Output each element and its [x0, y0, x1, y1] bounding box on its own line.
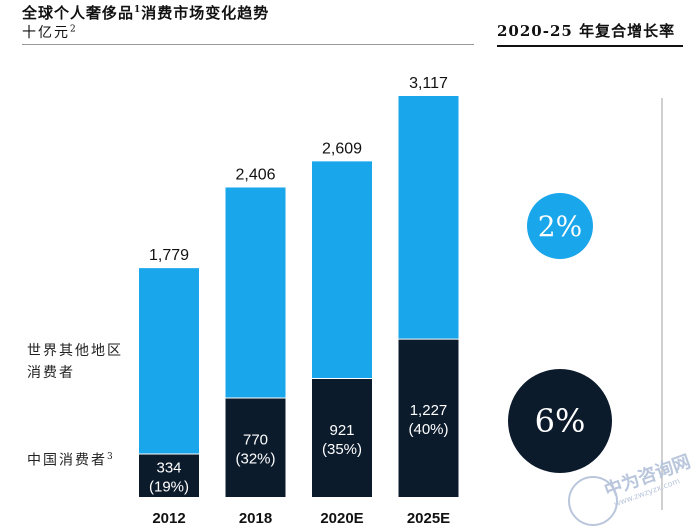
- unit-label: 十亿元2: [22, 24, 78, 41]
- cagr-divider: [497, 45, 683, 47]
- china-share-label: (32%): [235, 450, 275, 467]
- total-label: 2,609: [322, 140, 362, 157]
- x-tick-label: 2025E: [407, 510, 450, 527]
- total-label: 3,117: [409, 75, 448, 92]
- china-value-label: 770: [243, 431, 268, 448]
- cagr-title: 2020-25 年复合增长率: [497, 22, 676, 40]
- cagr-china-badge: 6%: [508, 369, 612, 473]
- bar-rest-of-world: [139, 268, 199, 455]
- china-share-label: (40%): [408, 421, 448, 438]
- cagr-separator-line: [661, 98, 663, 510]
- china-value-label: 1,227: [410, 402, 448, 419]
- total-label: 2,406: [235, 166, 275, 183]
- bar-rest-of-world: [312, 161, 372, 379]
- bar-rest-of-world: [398, 96, 459, 340]
- bar-rest-of-world: [225, 187, 286, 398]
- bar-china: [225, 397, 286, 497]
- x-tick-label: 2012: [152, 510, 185, 527]
- x-tick-label: 2020E: [320, 510, 363, 527]
- total-label: 1,779: [149, 247, 189, 264]
- cagr-rest-of-world-badge: 2%: [527, 193, 593, 259]
- bar-china: [139, 454, 199, 497]
- legend-china: 中国消费者3: [27, 452, 115, 469]
- bar-china: [398, 339, 459, 497]
- x-tick-label: 2018: [239, 510, 272, 527]
- chart-title: 全球个人奢侈品1消费市场变化趋势: [22, 4, 270, 22]
- bar-china: [312, 378, 372, 497]
- title-divider: [22, 44, 474, 45]
- china-value-label: 921: [329, 422, 354, 439]
- legend-rest-of-world: 世界其他地区消费者: [27, 343, 123, 381]
- watermark-logo: 中为咨询网 www.zwzyzx.com: [566, 451, 694, 531]
- china-share-label: (19%): [149, 479, 189, 496]
- china-value-label: 334: [156, 460, 181, 477]
- china-share-label: (35%): [322, 441, 362, 458]
